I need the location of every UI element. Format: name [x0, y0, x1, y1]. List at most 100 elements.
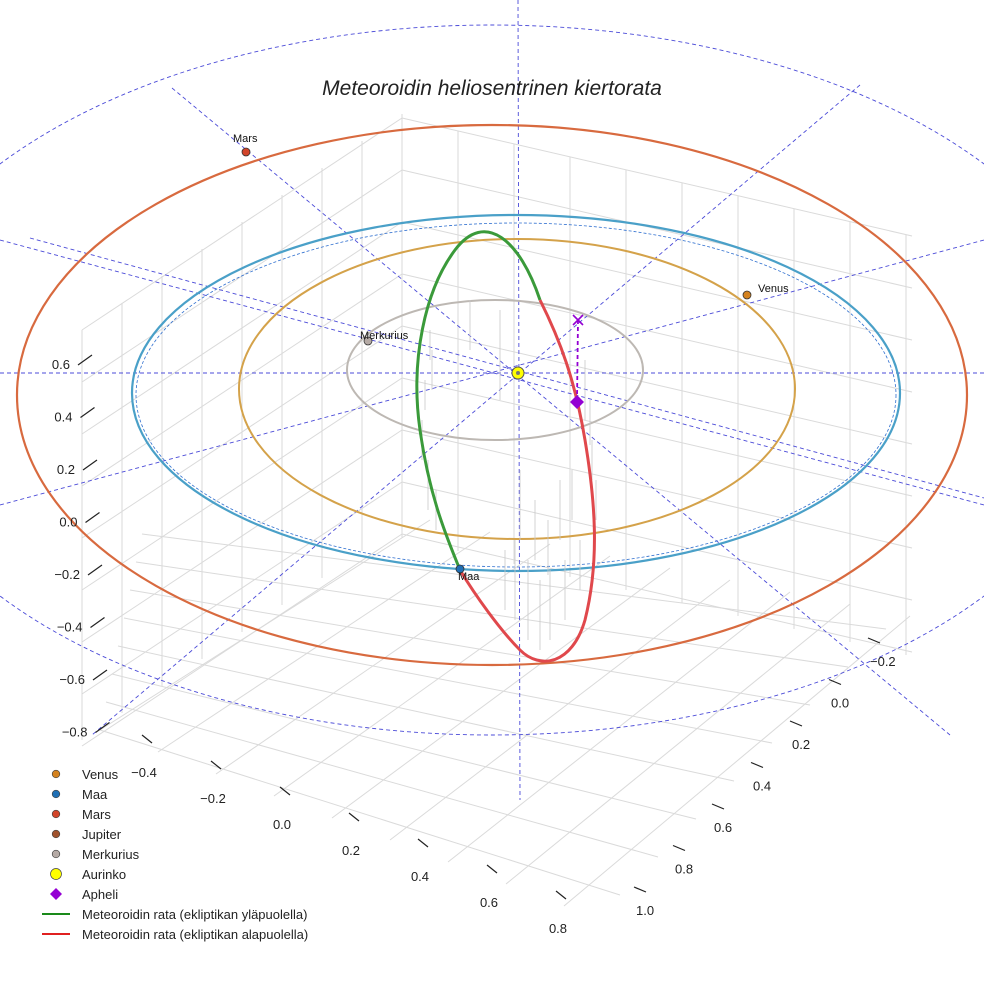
drop-lines — [421, 300, 597, 650]
x-tick-label: 0.8 — [549, 921, 567, 936]
y-tick-mark — [711, 803, 725, 810]
y-tick-label: 0.2 — [792, 737, 810, 752]
legend-item: Meteoroidin rata (ekliptikan alapuolella… — [42, 927, 308, 942]
grid-line — [401, 221, 913, 341]
grid-line — [401, 273, 913, 393]
legend-dot — [51, 789, 61, 799]
grid-line — [111, 673, 697, 820]
legend-item: Merkurius — [51, 847, 140, 862]
grid-line — [401, 429, 913, 549]
z-tick-mark — [80, 407, 95, 418]
z-axis-ticks: 0.6 0.4 0.2 0.0 −0.2 −0.4 −0.6 −0.8 — [52, 354, 110, 740]
earth-orbit — [130, 213, 902, 573]
earth-orbit-inner — [135, 222, 897, 568]
z-tick-label: −0.6 — [59, 672, 85, 687]
grid-line — [81, 273, 403, 487]
grid-line — [81, 377, 403, 591]
y-tick-mark — [828, 678, 842, 686]
y-tick-mark — [789, 720, 803, 727]
y-axis-ticks: −0.2 0.0 0.2 0.4 0.6 0.8 1.0 — [633, 637, 896, 918]
x-tick-mark — [417, 838, 429, 848]
y-tick-label: 0.4 — [753, 779, 771, 794]
x-tick-mark — [210, 760, 222, 770]
earth-label: Maa — [458, 571, 480, 583]
mercury-marker — [363, 336, 373, 346]
legend: Venus Maa Mars Jupiter Merkurius Aurinko Aphel… — [42, 767, 308, 942]
x-tick-mark — [486, 864, 498, 874]
venus-orbit — [238, 238, 796, 540]
z-tick-label: 0.0 — [59, 515, 77, 530]
z-tick-label: 0.2 — [57, 462, 75, 477]
x-tick-mark — [141, 734, 153, 744]
legend-item: Jupiter — [51, 827, 122, 842]
grid-line — [117, 645, 735, 782]
guide-lines — [0, 0, 984, 801]
legend-item: Aurinko — [50, 867, 126, 882]
venus-label: Venus — [758, 283, 789, 295]
grid-line — [141, 533, 887, 630]
y-tick-label: 0.0 — [831, 696, 849, 711]
mars-orbit — [15, 123, 969, 667]
legend-label: Jupiter — [82, 827, 122, 842]
grid-line — [401, 117, 913, 237]
grid-line — [401, 533, 913, 653]
mars-label: Mars — [233, 133, 258, 145]
legend-item: Venus — [51, 767, 119, 782]
z-tick-label: 0.4 — [54, 410, 72, 425]
x-tick-mark — [348, 812, 360, 822]
x-tick-label: −0.4 — [131, 765, 157, 780]
legend-item: Maa — [51, 787, 108, 802]
legend-dot — [51, 849, 61, 859]
meteoroid-orbit-below — [458, 299, 596, 663]
z-tick-mark — [90, 617, 105, 628]
y-tick-mark — [672, 844, 686, 852]
legend-label: Apheli — [82, 887, 118, 902]
grid-line — [563, 615, 911, 907]
y-tick-label: 0.6 — [714, 820, 732, 835]
meteoroid-orbit-above — [415, 230, 542, 571]
grid-line — [447, 591, 791, 863]
mercury-orbit — [346, 299, 644, 441]
legend-label: Venus — [82, 767, 119, 782]
legend-label: Meteoroidin rata (ekliptikan alapuolella… — [82, 927, 308, 942]
grid-line — [401, 325, 913, 445]
earth-marker — [455, 564, 465, 574]
grid-line — [81, 429, 403, 643]
z-tick-mark — [87, 564, 103, 576]
grid-line — [129, 589, 811, 706]
x-tick-mark — [555, 890, 567, 900]
y-tick-label: −0.2 — [870, 654, 896, 669]
z-tick-label: −0.2 — [54, 567, 80, 582]
grid-line — [99, 519, 431, 731]
z-tick-mark — [92, 669, 108, 681]
grid-line — [105, 701, 659, 858]
x-tick-label: 0.4 — [411, 869, 429, 884]
y-tick-label: 1.0 — [636, 903, 654, 918]
grid-line — [401, 377, 913, 497]
mercury-label: Merkurius — [360, 330, 409, 342]
grid-line — [401, 169, 913, 289]
grid-line — [81, 221, 403, 435]
outer-guide-ellipse — [0, 24, 984, 736]
venus-marker — [742, 290, 752, 300]
x-tick-label: 0.2 — [342, 843, 360, 858]
legend-dot — [51, 829, 61, 839]
aphelion-projection-marker — [572, 314, 584, 326]
grid-line — [81, 117, 403, 331]
grid-line — [123, 617, 773, 744]
y-tick-label: 0.8 — [675, 862, 693, 877]
grid-lines — [81, 114, 913, 907]
legend-item: Mars — [51, 807, 111, 822]
z-tick-label: −0.4 — [57, 620, 83, 635]
x-tick-label: 0.6 — [480, 895, 498, 910]
legend-diamond — [50, 888, 62, 900]
legend-item: Apheli — [50, 887, 118, 902]
aphelion-marker — [570, 395, 584, 409]
legend-dot — [50, 868, 62, 880]
z-tick-label: −0.8 — [62, 725, 88, 740]
grid-line — [331, 567, 671, 819]
legend-label: Meteoroidin rata (ekliptikan yläpuolella… — [82, 907, 307, 922]
grid-line — [81, 481, 403, 695]
